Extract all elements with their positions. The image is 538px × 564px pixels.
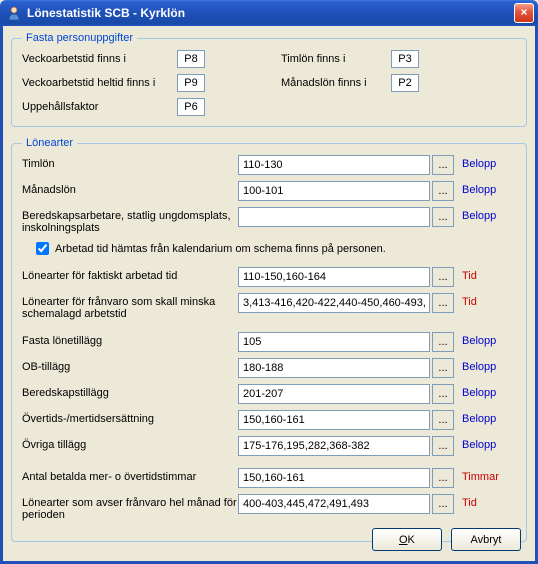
lonearter-input[interactable] [238,332,430,352]
browse-button[interactable]: ... [432,207,454,227]
lonearter-label: Antal betalda mer- o övertidstimmar [22,468,238,483]
unit-label: Belopp [462,410,496,425]
lonearter-label: Lönearter för frånvaro som skall minska … [22,293,238,320]
lonearter-input[interactable] [238,293,430,313]
lonearter-row: Övriga tillägg... Belopp [22,436,516,456]
p-box[interactable]: P2 [391,74,419,92]
lonearter-input[interactable] [238,267,430,287]
fp-label: Veckoarbetstid heltid finns i [22,77,177,89]
browse-button[interactable]: ... [432,155,454,175]
lonearter-row: Övertids-/mertidsersättning... Belopp [22,410,516,430]
unit-label: Tid [462,267,477,282]
browse-button[interactable]: ... [432,410,454,430]
unit-label: Tid [462,293,477,308]
p-box[interactable]: P3 [391,50,419,68]
window-title: Lönestatistik SCB - Kyrklön [27,6,514,20]
browse-button[interactable]: ... [432,332,454,352]
unit-label: Belopp [462,436,496,451]
browse-button[interactable]: ... [432,267,454,287]
lonearter-label: Övertids-/mertidsersättning [22,410,238,425]
fp-label: Månadslön finns i [281,77,391,89]
unit-label: Belopp [462,207,496,222]
lonearter-row: Lönearter som avser frånvaro hel månad f… [22,494,516,521]
lonearter-input[interactable] [238,410,430,430]
browse-button[interactable]: ... [432,181,454,201]
fp-label: Veckoarbetstid finns i [22,53,177,65]
fp-label: Timlön finns i [281,53,391,65]
arbetad-tid-label[interactable]: Arbetad tid hämtas från kalendarium om s… [55,243,386,255]
lonearter-label: Beredskapsarbetare, statlig ungdomsplats… [22,207,238,234]
lonearter-input[interactable] [238,181,430,201]
unit-label: Belopp [462,384,496,399]
lonearter-row: Timlön... Belopp [22,155,516,175]
lonearter-input[interactable] [238,207,430,227]
unit-label: Belopp [462,332,496,347]
lonearter-row: Beredskapsarbetare, statlig ungdomsplats… [22,207,516,234]
lonearter-row: Lönearter för frånvaro som skall minska … [22,293,516,320]
fasta-legend: Fasta personuppgifter [22,32,137,44]
browse-button[interactable]: ... [432,468,454,488]
browse-button[interactable]: ... [432,494,454,514]
button-row: OK Avbryt [366,528,521,551]
browse-button[interactable]: ... [432,293,454,313]
browse-button[interactable]: ... [432,436,454,456]
lonearter-row: Månadslön... Belopp [22,181,516,201]
cancel-button[interactable]: Avbryt [451,528,521,551]
ok-button[interactable]: OK [372,528,442,551]
lonearter-input[interactable] [238,384,430,404]
p-box[interactable]: P9 [177,74,205,92]
ok-rest: K [408,534,415,546]
lonearter-label: Timlön [22,155,238,170]
browse-button[interactable]: ... [432,358,454,378]
lonearter-input[interactable] [238,468,430,488]
p-box[interactable]: P6 [177,98,205,116]
lonearter-label: Lönearter för faktiskt arbetad tid [22,267,238,282]
lonearter-input[interactable] [238,358,430,378]
lonearter-label: Beredskapstillägg [22,384,238,399]
lonearter-label: Övriga tillägg [22,436,238,451]
unit-label: Timmar [462,468,499,483]
unit-label: Belopp [462,358,496,373]
lonearter-label: Lönearter som avser frånvaro hel månad f… [22,494,238,521]
unit-label: Belopp [462,181,496,196]
unit-label: Tid [462,494,477,509]
fasta-group: Fasta personuppgifter Veckoarbetstid fin… [11,32,527,127]
lonearter-legend: Lönearter [22,137,77,149]
client-area: Fasta personuppgifter Veckoarbetstid fin… [0,26,538,564]
lonearter-label: Fasta lönetillägg [22,332,238,347]
lonearter-label: OB-tillägg [22,358,238,373]
lonearter-row: OB-tillägg... Belopp [22,358,516,378]
titlebar: Lönestatistik SCB - Kyrklön × [0,0,538,26]
fp-label: Uppehållsfaktor [22,101,177,113]
lonearter-row: Antal betalda mer- o övertidstimmar... Ti… [22,468,516,488]
p-box[interactable]: P8 [177,50,205,68]
unit-label: Belopp [462,155,496,170]
browse-button[interactable]: ... [432,384,454,404]
lonearter-row: Fasta lönetillägg... Belopp [22,332,516,352]
lonearter-group: Lönearter Timlön... Belopp Månadslön... Bel… [11,137,527,542]
lonearter-row: Lönearter för faktiskt arbetad tid... Tid [22,267,516,287]
lonearter-input[interactable] [238,494,430,514]
close-button[interactable]: × [514,3,534,23]
arbetad-tid-checkbox[interactable] [36,242,49,255]
app-icon [6,5,22,21]
lonearter-input[interactable] [238,155,430,175]
lonearter-input[interactable] [238,436,430,456]
lonearter-row: Beredskapstillägg... Belopp [22,384,516,404]
lonearter-label: Månadslön [22,181,238,196]
